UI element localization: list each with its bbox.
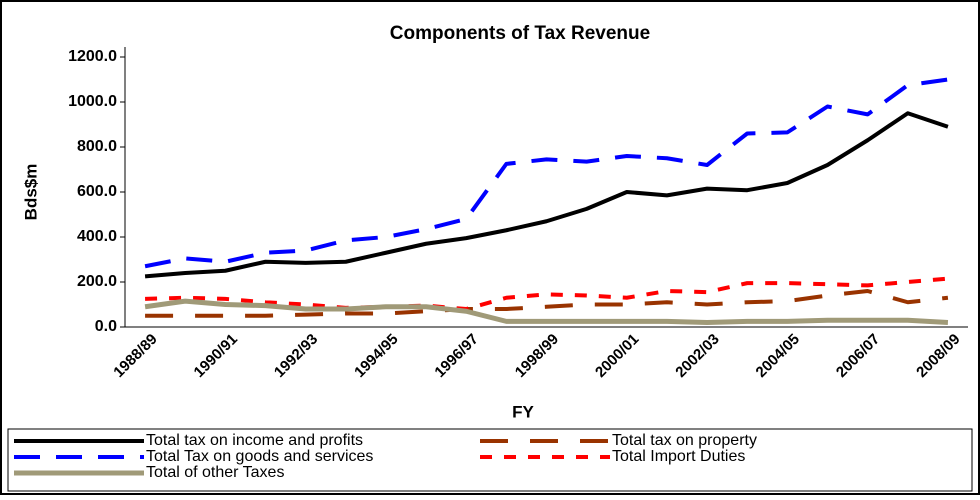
legend-label: Total Tax on goods and services xyxy=(146,448,373,465)
chart-title: Components of Tax Revenue xyxy=(390,23,650,44)
series-line xyxy=(144,77,949,269)
y-tick-label: 800.0 xyxy=(77,138,117,155)
y-tick-label: 1200.0 xyxy=(68,48,117,65)
series-line xyxy=(144,111,949,279)
series-line xyxy=(145,276,949,311)
legend-label: Total tax on property xyxy=(612,432,757,449)
series-line xyxy=(144,298,949,325)
y-axis-label: Bds$m xyxy=(21,164,40,221)
y-tick-label: 600.0 xyxy=(77,183,117,200)
x-axis-label: FY xyxy=(512,402,534,421)
y-tick-label: 0.0 xyxy=(95,318,117,335)
y-tick-label: 200.0 xyxy=(77,273,117,290)
y-tick-label: 1000.0 xyxy=(68,93,117,110)
legend-label: Total of other Taxes xyxy=(146,464,284,481)
y-tick-label: 400.0 xyxy=(77,228,117,245)
series-line xyxy=(145,289,949,318)
legend-label: Total Import Duties xyxy=(612,448,745,465)
legend-label: Total tax on income and profits xyxy=(146,432,363,449)
